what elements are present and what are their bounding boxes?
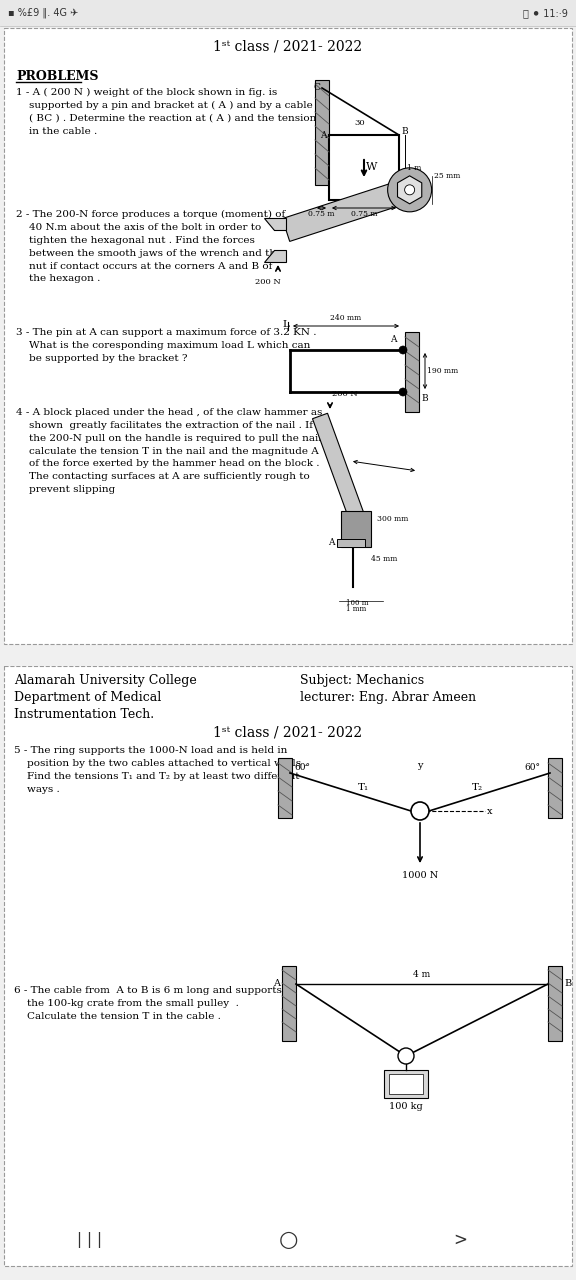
- Circle shape: [399, 346, 407, 355]
- Bar: [548, 758, 562, 818]
- Bar: [278, 758, 292, 818]
- Polygon shape: [264, 250, 286, 262]
- Bar: [0, 0, 576, 26]
- Bar: [4, 28, 572, 644]
- Text: 45 mm: 45 mm: [371, 554, 397, 563]
- Text: lecturer: Eng. Abrar Ameen: lecturer: Eng. Abrar Ameen: [300, 691, 476, 704]
- Text: 5 - The ring supports the 1000-N load and is held in
    position by the two cab: 5 - The ring supports the 1000-N load an…: [14, 746, 308, 794]
- Text: 3 - The pin at A can support a maximum force of 3.2 KN .
    What is the corespo: 3 - The pin at A can support a maximum f…: [16, 328, 316, 362]
- Text: ⬛ ⚫ 11:·9: ⬛ ⚫ 11:·9: [523, 8, 568, 18]
- Polygon shape: [313, 413, 369, 531]
- Bar: [548, 966, 562, 1041]
- Circle shape: [398, 1048, 414, 1064]
- Text: B: B: [564, 979, 571, 988]
- Text: T₂: T₂: [471, 783, 483, 792]
- Text: 240 mm: 240 mm: [331, 314, 362, 323]
- Circle shape: [411, 803, 429, 820]
- Text: 4 - A block placed under the head , of the claw hammer as
    shown  greatly fac: 4 - A block placed under the head , of t…: [16, 408, 323, 494]
- Text: C: C: [313, 83, 320, 92]
- Text: B: B: [421, 394, 427, 403]
- Text: A: A: [391, 335, 397, 344]
- Text: ▪ %£9 ‖. 4G ✈: ▪ %£9 ‖. 4G ✈: [8, 8, 78, 18]
- Text: Department of Medical: Department of Medical: [14, 691, 161, 704]
- Text: 60°: 60°: [524, 763, 540, 772]
- Text: A: A: [328, 539, 335, 548]
- Bar: [389, 1074, 423, 1094]
- Text: Instrumentation Tech.: Instrumentation Tech.: [14, 708, 154, 721]
- Bar: [329, 134, 399, 200]
- Circle shape: [404, 184, 415, 195]
- Text: 2 - The 200-N force produces a torque (moment) of
    40 N.m about the axis of t: 2 - The 200-N force produces a torque (m…: [16, 210, 285, 283]
- Bar: [337, 539, 365, 547]
- Text: B: B: [401, 127, 408, 136]
- Text: 6 - The cable from  A to B is 6 m long and supports
    the 100-kg crate from th: 6 - The cable from A to B is 6 m long an…: [14, 986, 282, 1020]
- Text: 200 N: 200 N: [255, 278, 281, 285]
- Bar: [4, 648, 572, 666]
- Circle shape: [388, 168, 431, 211]
- Text: 200 N: 200 N: [332, 390, 358, 398]
- Text: 190 mm: 190 mm: [427, 367, 458, 375]
- Text: T₁: T₁: [358, 783, 369, 792]
- Text: y: y: [417, 762, 423, 771]
- Text: W: W: [366, 163, 377, 172]
- Text: A: A: [320, 131, 327, 140]
- Text: 25 mm: 25 mm: [434, 172, 460, 179]
- Text: A: A: [273, 979, 280, 988]
- Polygon shape: [264, 218, 286, 230]
- Bar: [315, 79, 329, 186]
- Bar: [384, 1070, 428, 1098]
- Text: 1 - A ( 200 N ) weight of the block shown in fig. is
    supported by a pin and : 1 - A ( 200 N ) weight of the block show…: [16, 88, 316, 136]
- Bar: [4, 666, 572, 1266]
- Text: 1 m: 1 m: [407, 164, 422, 172]
- Text: 60°: 60°: [294, 763, 310, 772]
- Text: 30: 30: [354, 119, 365, 127]
- Text: | | |: | | |: [77, 1231, 103, 1248]
- Text: 1000 N: 1000 N: [402, 870, 438, 881]
- Text: PROBLEMS: PROBLEMS: [16, 70, 98, 83]
- Text: 1ˢᵗ class / 2021- 2022: 1ˢᵗ class / 2021- 2022: [214, 40, 362, 54]
- Polygon shape: [282, 178, 414, 242]
- Bar: [282, 966, 296, 1041]
- Bar: [405, 332, 419, 412]
- Text: 1ˢᵗ class / 2021- 2022: 1ˢᵗ class / 2021- 2022: [214, 726, 362, 740]
- Text: 100 kg: 100 kg: [389, 1102, 423, 1111]
- Text: 300 mm: 300 mm: [377, 515, 408, 522]
- Text: 4 m: 4 m: [414, 970, 431, 979]
- Text: 0.75 m: 0.75 m: [351, 210, 377, 218]
- Text: L: L: [282, 320, 289, 329]
- Text: >: >: [453, 1231, 467, 1249]
- Circle shape: [399, 388, 407, 396]
- Text: x: x: [487, 806, 492, 815]
- Text: Alamarah University College: Alamarah University College: [14, 675, 197, 687]
- Text: 0.75 m: 0.75 m: [308, 210, 334, 218]
- Text: 1 mm: 1 mm: [346, 604, 366, 613]
- Bar: [341, 511, 371, 547]
- Text: ○: ○: [278, 1230, 298, 1251]
- Text: Subject: Mechanics: Subject: Mechanics: [300, 675, 424, 687]
- Text: 100 m: 100 m: [346, 599, 369, 607]
